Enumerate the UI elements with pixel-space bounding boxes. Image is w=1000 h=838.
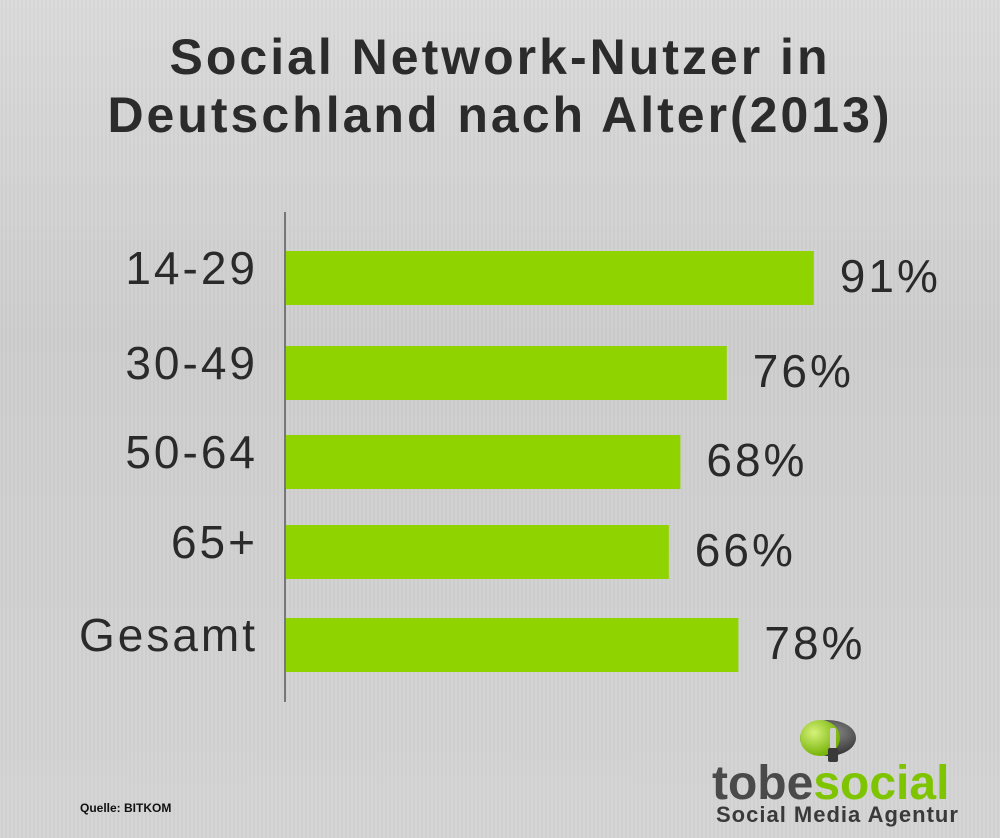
logo-wordmark: tobesocial <box>712 756 949 812</box>
value-label: 68% <box>706 434 807 486</box>
value-label: 91% <box>840 250 941 302</box>
category-label: Gesamt <box>79 609 258 661</box>
logo-word-part-2: social <box>813 757 950 810</box>
bars-group: 14-29 91% 30-49 76% 50-64 68% 65+ 66% Gesamt 78% <box>79 242 941 672</box>
bar <box>286 435 681 489</box>
chart-title: Social Network-Nutzer in Deutschland nac… <box>0 28 1000 144</box>
source-note: Quelle: BITKOM <box>80 801 172 815</box>
chart-title-line-2: Deutschland nach Alter(2013) <box>107 87 893 143</box>
category-label: 65+ <box>171 516 258 568</box>
brand-logo: tobesocial Social Media Agentur <box>712 718 982 828</box>
category-label: 50-64 <box>125 426 258 478</box>
logo-word-part-1: tobe <box>712 757 814 810</box>
value-label: 66% <box>695 524 796 576</box>
category-label: 30-49 <box>125 337 258 389</box>
logo-tagline: Social Media Agentur <box>716 802 959 827</box>
chart-title-line-1: Social Network-Nutzer in <box>169 29 831 85</box>
bar <box>286 251 814 305</box>
toggle-switch-icon <box>800 720 856 762</box>
category-label: 14-29 <box>125 242 258 294</box>
bar <box>286 525 669 579</box>
value-label: 76% <box>753 345 854 397</box>
bar <box>286 618 739 672</box>
bar <box>286 346 727 400</box>
value-label: 78% <box>764 617 865 669</box>
